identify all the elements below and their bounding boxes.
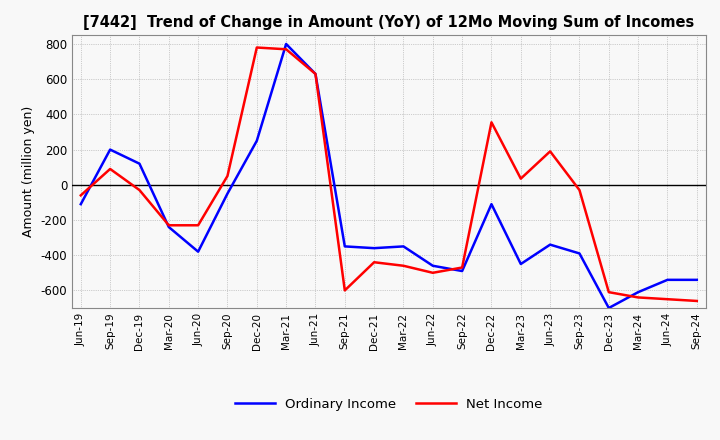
- Net Income: [546, 149, 554, 154]
- Net Income: [458, 265, 467, 270]
- Y-axis label: Amount (million yen): Amount (million yen): [22, 106, 35, 237]
- Title: [7442]  Trend of Change in Amount (YoY) of 12Mo Moving Sum of Incomes: [7442] Trend of Change in Amount (YoY) o…: [84, 15, 694, 30]
- Net Income: [194, 223, 202, 228]
- Net Income: [370, 260, 379, 265]
- Ordinary Income: [370, 246, 379, 251]
- Ordinary Income: [693, 277, 701, 282]
- Line: Ordinary Income: Ordinary Income: [81, 44, 697, 308]
- Ordinary Income: [223, 191, 232, 196]
- Net Income: [663, 297, 672, 302]
- Ordinary Income: [487, 202, 496, 207]
- Net Income: [223, 173, 232, 179]
- Net Income: [516, 176, 525, 181]
- Net Income: [253, 45, 261, 50]
- Line: Net Income: Net Income: [81, 48, 697, 301]
- Net Income: [135, 187, 144, 193]
- Ordinary Income: [311, 71, 320, 77]
- Ordinary Income: [605, 305, 613, 311]
- Ordinary Income: [76, 202, 85, 207]
- Ordinary Income: [135, 161, 144, 166]
- Net Income: [428, 270, 437, 275]
- Ordinary Income: [341, 244, 349, 249]
- Ordinary Income: [575, 251, 584, 256]
- Net Income: [575, 187, 584, 193]
- Ordinary Income: [663, 277, 672, 282]
- Ordinary Income: [282, 41, 290, 47]
- Ordinary Income: [428, 263, 437, 268]
- Net Income: [605, 290, 613, 295]
- Ordinary Income: [634, 290, 642, 295]
- Net Income: [399, 263, 408, 268]
- Legend: Ordinary Income, Net Income: Ordinary Income, Net Income: [230, 392, 548, 416]
- Net Income: [164, 223, 173, 228]
- Ordinary Income: [516, 261, 525, 267]
- Ordinary Income: [194, 249, 202, 254]
- Ordinary Income: [458, 268, 467, 274]
- Net Income: [487, 120, 496, 125]
- Net Income: [693, 298, 701, 304]
- Ordinary Income: [253, 138, 261, 143]
- Net Income: [106, 166, 114, 172]
- Ordinary Income: [399, 244, 408, 249]
- Net Income: [341, 288, 349, 293]
- Net Income: [76, 193, 85, 198]
- Net Income: [311, 71, 320, 77]
- Ordinary Income: [546, 242, 554, 247]
- Net Income: [634, 295, 642, 300]
- Net Income: [282, 47, 290, 52]
- Ordinary Income: [106, 147, 114, 152]
- Ordinary Income: [164, 224, 173, 230]
